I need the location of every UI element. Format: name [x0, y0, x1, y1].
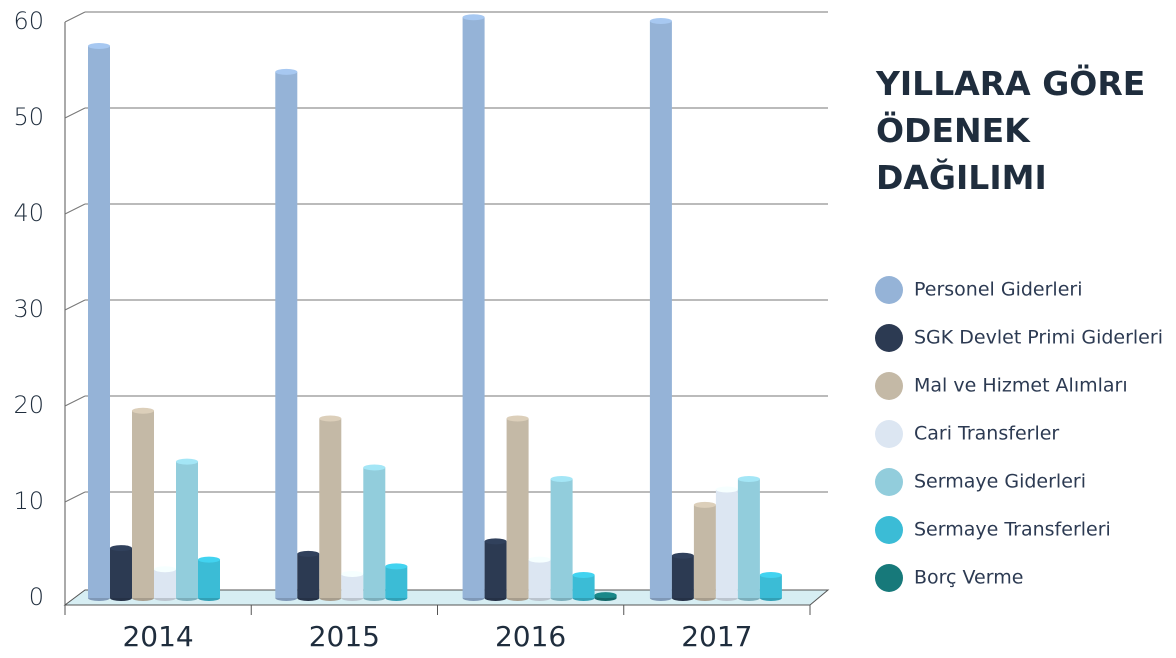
bar-top — [693, 501, 716, 508]
chart-title: YILLARA GÖRE ÖDENEK DAĞILIMI — [875, 63, 1145, 197]
y-tick-label: 60 — [13, 7, 44, 35]
bar-top — [506, 415, 529, 422]
bar-top — [572, 571, 595, 578]
legend-label: Cari Transferler — [914, 423, 1059, 445]
x-tick-label: 2014 — [122, 620, 193, 653]
bar — [154, 569, 176, 598]
y-tick-label: 50 — [13, 103, 44, 131]
grid-line-side — [64, 11, 86, 23]
bar-top — [275, 68, 298, 75]
x-tick-label: 2016 — [495, 620, 566, 653]
bar — [110, 548, 132, 598]
y-tick-label: 40 — [13, 199, 44, 227]
bar — [715, 489, 738, 598]
legend-swatch — [875, 564, 903, 592]
title: YILLARA GÖRE ÖDENEK DAĞILIMI — [875, 63, 1145, 197]
title-line: ÖDENEK — [876, 110, 1031, 150]
legend-label: Sermaye Giderleri — [914, 471, 1086, 493]
bar-top — [550, 475, 573, 482]
title-line: YILLARA GÖRE — [875, 63, 1145, 103]
bar — [88, 46, 110, 598]
x-tick-label: 2015 — [309, 620, 380, 653]
legend-swatch — [875, 420, 903, 448]
grid-line-side — [64, 395, 86, 407]
bar-top — [319, 415, 342, 422]
floor — [63, 589, 830, 606]
bar-top — [198, 556, 220, 563]
bar-top — [649, 18, 672, 25]
bar — [484, 541, 507, 598]
legend-label: Sermaye Transferleri — [914, 519, 1111, 541]
grid-line-side — [64, 203, 86, 215]
bar-top — [385, 563, 408, 570]
legend-label: Borç Verme — [914, 567, 1023, 589]
bar — [649, 21, 672, 599]
y-tick-label: 20 — [13, 391, 44, 419]
legend-swatch — [875, 516, 903, 544]
bar-top — [176, 458, 198, 465]
bar-top — [671, 552, 694, 559]
bar — [363, 467, 386, 598]
y-tick-label: 0 — [29, 583, 44, 611]
bar-top — [715, 486, 738, 493]
x-tick-label: 2017 — [681, 620, 752, 653]
bar — [506, 418, 529, 598]
bar-top — [462, 14, 485, 21]
bar — [572, 574, 595, 598]
grid-line-side — [64, 491, 86, 503]
bar — [132, 410, 154, 598]
bar-top — [737, 475, 760, 482]
legend-label: Personel Giderleri — [914, 279, 1082, 301]
bar — [693, 504, 716, 598]
legend-swatch — [875, 468, 903, 496]
bar — [297, 553, 320, 598]
bar — [319, 418, 342, 598]
bar-top — [528, 556, 551, 563]
bar-top — [484, 538, 507, 545]
bar-top — [594, 592, 617, 599]
bar — [275, 71, 298, 599]
bar — [176, 461, 198, 598]
bar — [671, 555, 694, 598]
bar-top — [88, 43, 110, 49]
bar-top — [132, 407, 154, 414]
bar — [341, 574, 364, 598]
legend-swatch — [875, 372, 903, 400]
bar-top — [363, 464, 386, 471]
legend-swatch — [875, 324, 903, 352]
legend-label: SGK Devlet Primi Giderleri — [914, 327, 1163, 349]
legend-label: Mal ve Hizmet Alımları — [914, 375, 1128, 397]
y-tick-label: 30 — [13, 295, 44, 323]
bar-top — [341, 571, 364, 577]
legend-swatch — [875, 276, 903, 304]
bar — [385, 566, 408, 598]
y-tick-label: 10 — [13, 487, 44, 515]
bar — [737, 478, 760, 598]
bar-top — [759, 571, 782, 578]
title-line: DAĞILIMI — [876, 157, 1047, 197]
bar — [462, 17, 485, 598]
grid-line-side — [64, 107, 86, 119]
bar — [550, 478, 573, 598]
bar-top — [297, 550, 320, 557]
bar-top — [110, 545, 132, 552]
bar — [759, 574, 782, 598]
bar-top — [154, 566, 176, 573]
grid-line-side — [64, 299, 86, 311]
bar — [528, 559, 551, 598]
bar — [198, 559, 220, 598]
